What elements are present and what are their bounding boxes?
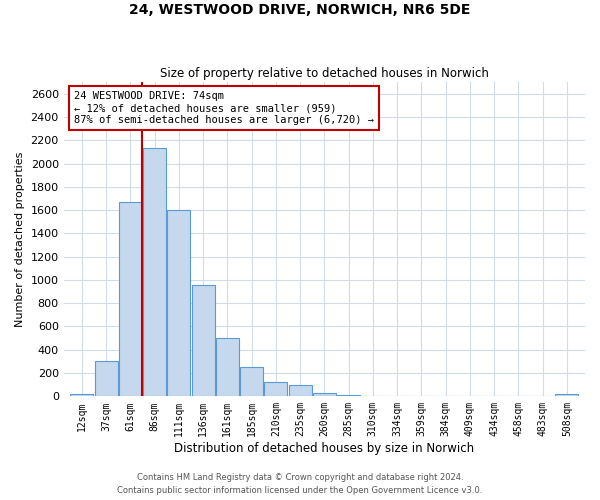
Bar [289,386,311,396]
Bar [216,338,239,396]
Text: 24 WESTWOOD DRIVE: 74sqm
← 12% of detached houses are smaller (959)
87% of semi-: 24 WESTWOOD DRIVE: 74sqm ← 12% of detach… [74,92,374,124]
Bar [95,362,118,396]
Bar [313,393,336,396]
Title: Size of property relative to detached houses in Norwich: Size of property relative to detached ho… [160,66,489,80]
Y-axis label: Number of detached properties: Number of detached properties [15,152,25,327]
Bar [265,382,287,396]
Bar [555,394,578,396]
Bar [337,395,360,396]
Bar [191,284,215,397]
X-axis label: Distribution of detached houses by size in Norwich: Distribution of detached houses by size … [174,442,475,455]
Text: Contains HM Land Registry data © Crown copyright and database right 2024.
Contai: Contains HM Land Registry data © Crown c… [118,474,482,495]
Bar [119,202,142,396]
Bar [240,366,263,396]
Bar [70,394,94,396]
Bar [143,148,166,396]
Bar [167,210,190,396]
Text: 24, WESTWOOD DRIVE, NORWICH, NR6 5DE: 24, WESTWOOD DRIVE, NORWICH, NR6 5DE [130,2,470,16]
